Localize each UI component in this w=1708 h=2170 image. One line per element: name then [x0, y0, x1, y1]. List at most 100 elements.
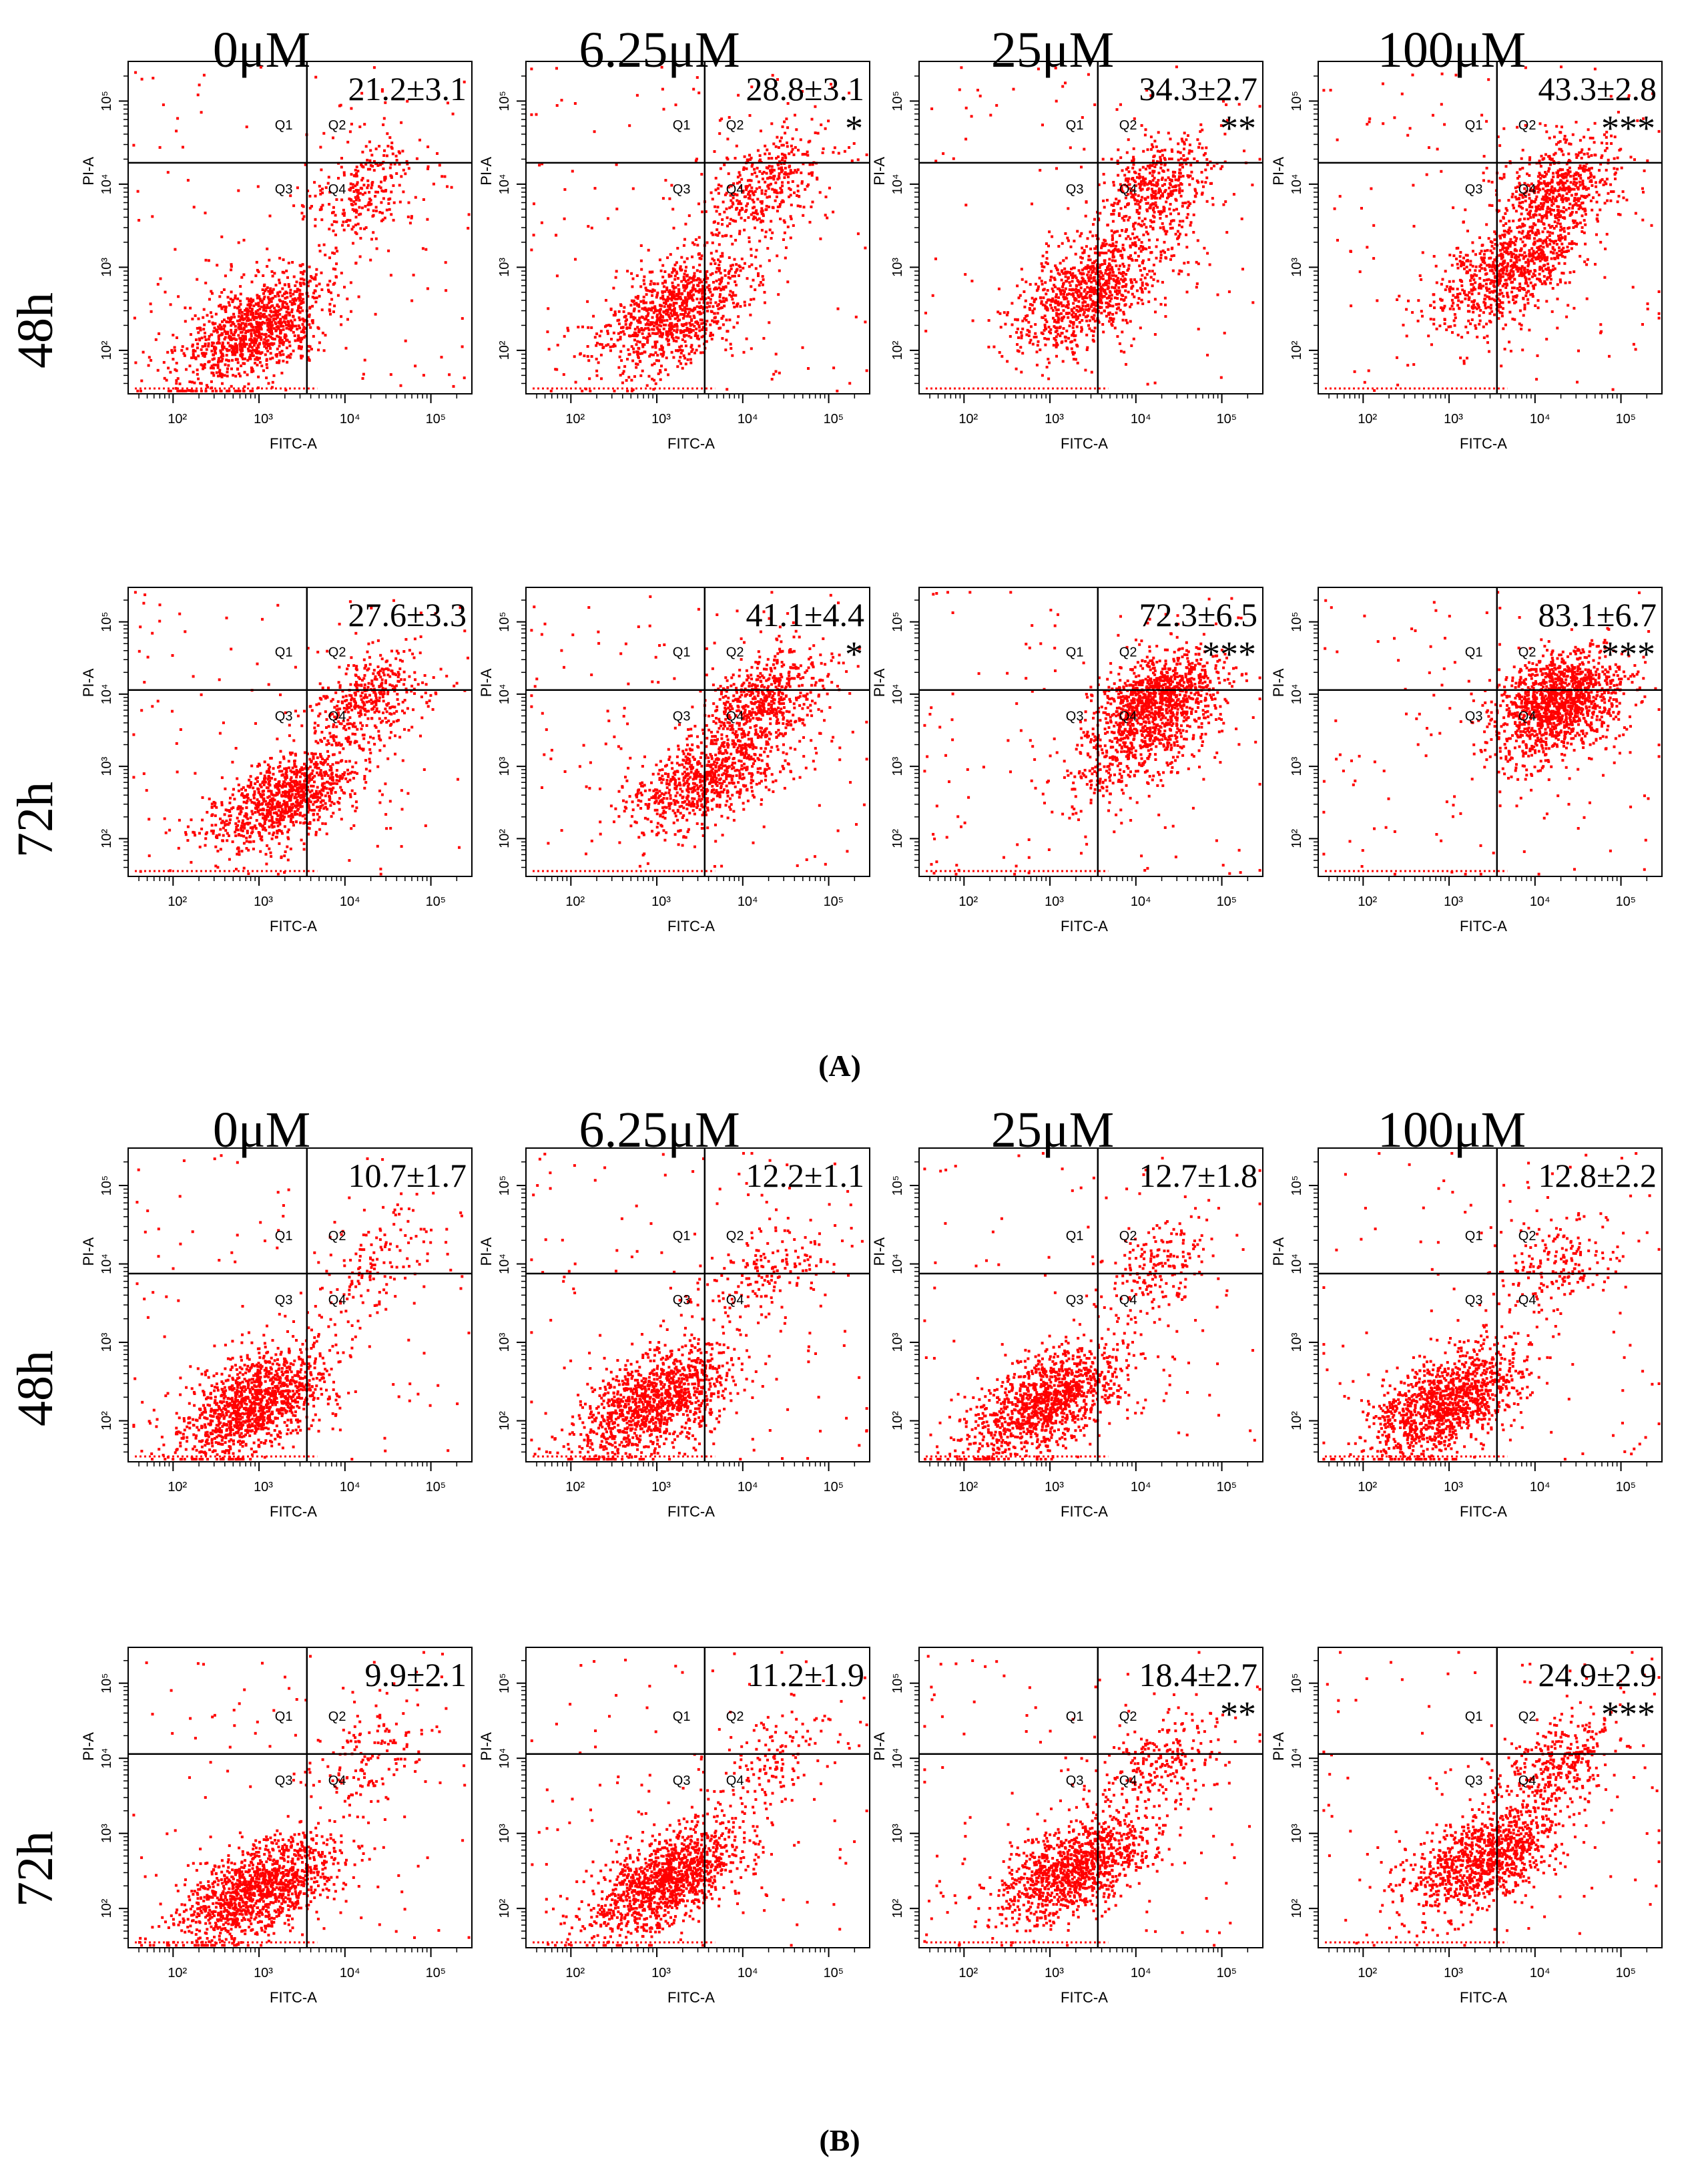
- quadrant-label: Q1: [1465, 1709, 1483, 1724]
- quadrant-label: Q4: [1518, 182, 1536, 197]
- scatter-plot: Q1 Q2 Q3 Q4 72.3±6.5*** 10² 10² 10³ 10³ 10⁴ 10⁴ 10⁵…: [871, 587, 1263, 934]
- event-dots: [1322, 1151, 1661, 1461]
- x-tick-label: 10⁴: [1530, 1966, 1550, 1980]
- y-axis-label: PI-A: [478, 1732, 495, 1761]
- quadrant-label: Q3: [275, 1293, 293, 1308]
- quadrant-label: Q1: [1465, 1229, 1483, 1244]
- plot-frame: [525, 61, 870, 394]
- event-dots: [132, 65, 471, 392]
- significance-marker: ***: [1601, 108, 1655, 148]
- quadrant-label: Q2: [726, 645, 744, 660]
- quadrant-label: Q4: [1119, 182, 1137, 197]
- y-tick-label: 10²: [99, 829, 114, 848]
- x-tick-label: 10⁴: [1530, 894, 1550, 909]
- x-tick-label: 10⁴: [738, 412, 758, 427]
- quadrant-label: Q1: [1465, 645, 1483, 660]
- column-header: 25μM: [991, 22, 1114, 78]
- y-tick-label: 10³: [99, 1824, 114, 1843]
- data-label: 72.3±6.5: [1139, 596, 1257, 633]
- x-axis-label: FITC-A: [667, 1989, 715, 2006]
- y-tick-label: 10²: [497, 340, 512, 360]
- data-label: 21.2±3.1: [348, 70, 467, 107]
- plot-frame: [918, 1147, 1263, 1462]
- x-tick-label: 10⁵: [1217, 1480, 1237, 1495]
- quadrant-label: Q2: [1518, 645, 1536, 660]
- x-tick-label: 10²: [168, 894, 187, 909]
- data-label: 12.7±1.8: [1139, 1157, 1257, 1194]
- x-tick-label: 10³: [1444, 412, 1463, 427]
- event-dots: [530, 1151, 868, 1461]
- y-axis-label: PI-A: [1270, 668, 1287, 697]
- x-tick-label: 10⁴: [340, 412, 360, 427]
- x-tick-label: 10⁴: [738, 894, 758, 909]
- x-tick-label: 10³: [254, 1966, 273, 1980]
- scatter-plot: Q1 Q2 Q3 Q4 10.7±1.7 10² 10² 10³ 10³ 10⁴ 10⁴ 10⁵ 10⁵…: [80, 1147, 473, 1520]
- quadrant-label: Q2: [328, 1709, 346, 1724]
- significance-marker: **: [1220, 108, 1256, 148]
- quadrant-label: Q4: [1119, 1293, 1137, 1308]
- quadrant-label: Q2: [726, 1229, 744, 1244]
- x-tick-label: 10⁵: [824, 1966, 844, 1980]
- scatter-plot: Q1 Q2 Q3 Q4 12.8±2.2 10² 10² 10³ 10³ 10⁴ 10⁴ 10⁵ 10⁵…: [1270, 1147, 1663, 1520]
- x-tick-label: 10²: [565, 1966, 585, 1980]
- quadrant-label: Q2: [1119, 118, 1137, 133]
- quadrant-label: Q4: [726, 1293, 744, 1308]
- y-tick-label: 10⁴: [890, 684, 905, 704]
- event-dots: [1322, 65, 1661, 392]
- y-tick-label: 10⁴: [497, 1254, 512, 1274]
- row-label: 48h: [7, 292, 63, 368]
- quadrant-label: Q2: [1119, 645, 1137, 660]
- x-tick-label: 10³: [1045, 894, 1064, 909]
- quadrant-label: Q3: [275, 182, 293, 197]
- quadrant-label: Q4: [1119, 1774, 1137, 1788]
- quadrant-label: Q3: [1465, 182, 1483, 197]
- y-tick-label: 10²: [890, 340, 905, 360]
- quadrant-label: Q1: [275, 645, 293, 660]
- x-tick-label: 10³: [1444, 1480, 1463, 1495]
- scatter-plot: Q1 Q2 Q3 Q4 28.8±3.1* 10² 10² 10³ 10³ 10⁴ 10⁴ 10⁵ 10…: [478, 61, 870, 452]
- panel-b: 0μM 6.25μM 25μM 100μM 48h 72h (B) Q1 Q2 Q3 Q4 10.7±…: [7, 1102, 1663, 2157]
- quadrant-label: Q3: [1465, 1774, 1483, 1788]
- y-tick-label: 10⁴: [99, 1254, 114, 1274]
- y-tick-label: 10⁵: [1290, 1175, 1304, 1196]
- quadrant-label: Q2: [726, 1709, 744, 1724]
- y-tick-label: 10⁴: [890, 1254, 905, 1274]
- quadrant-label: Q1: [1465, 118, 1483, 133]
- quadrant-label: Q1: [275, 118, 293, 133]
- y-tick-label: 10⁴: [1290, 174, 1304, 194]
- data-label: 24.9±2.9: [1538, 1656, 1657, 1693]
- column-header: 6.25μM: [579, 1102, 740, 1158]
- y-tick-label: 10⁵: [99, 91, 114, 111]
- event-dots: [924, 65, 1261, 386]
- y-tick-label: 10²: [890, 829, 905, 848]
- x-axis-label: FITC-A: [1061, 1503, 1108, 1520]
- x-tick-label: 10⁵: [824, 894, 844, 909]
- y-tick-label: 10⁵: [1290, 91, 1304, 111]
- quadrant-label: Q4: [1518, 1293, 1536, 1308]
- scatter-plot: Q1 Q2 Q3 Q4 24.9±2.9*** 10² 10² 10³ 10³ 10⁴ 10⁴ 10⁵…: [1270, 1647, 1663, 2006]
- y-axis-label: PI-A: [871, 157, 888, 186]
- x-axis-label: FITC-A: [1061, 918, 1108, 934]
- x-axis-label: FITC-A: [270, 1989, 317, 2006]
- quadrant-label: Q1: [673, 1709, 691, 1724]
- y-tick-label: 10³: [497, 1332, 512, 1352]
- x-tick-label: 10³: [651, 1966, 671, 1980]
- x-tick-label: 10³: [254, 412, 273, 427]
- event-dots: [530, 591, 868, 868]
- data-label: 18.4±2.7: [1139, 1656, 1257, 1693]
- y-tick-label: 10⁴: [99, 1748, 114, 1769]
- y-tick-label: 10³: [1290, 1824, 1304, 1843]
- x-tick-label: 10³: [1444, 1966, 1463, 1980]
- x-tick-label: 10²: [958, 1966, 978, 1980]
- x-tick-label: 10⁴: [1131, 412, 1151, 427]
- event-dots: [923, 1151, 1261, 1461]
- x-tick-label: 10²: [565, 412, 585, 427]
- x-tick-label: 10⁴: [340, 1966, 360, 1980]
- x-axis-label: FITC-A: [667, 918, 715, 934]
- x-axis-label: FITC-A: [1460, 918, 1507, 934]
- scatter-plot: Q1 Q2 Q3 Q4 11.2±1.9 10² 10² 10³ 10³ 10⁴ 10⁴ 10⁵ 10⁵…: [478, 1647, 870, 2006]
- y-axis-label: PI-A: [80, 668, 97, 697]
- x-tick-label: 10⁵: [1217, 1966, 1237, 1980]
- x-axis-label: FITC-A: [667, 1503, 715, 1520]
